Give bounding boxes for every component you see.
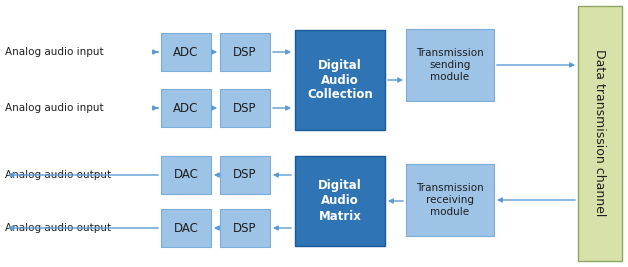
- Bar: [406, 164, 494, 236]
- Bar: [220, 156, 270, 194]
- Text: Transmission
receiving
module: Transmission receiving module: [416, 183, 484, 217]
- Text: Digital
Audio
Collection: Digital Audio Collection: [307, 58, 373, 101]
- Bar: [161, 156, 211, 194]
- Bar: [220, 89, 270, 127]
- Text: Analog audio input: Analog audio input: [5, 47, 104, 57]
- Text: DSP: DSP: [233, 168, 257, 182]
- Bar: [406, 29, 494, 101]
- Text: DAC: DAC: [173, 168, 198, 182]
- Text: Analog audio output: Analog audio output: [5, 170, 111, 180]
- Text: DSP: DSP: [233, 101, 257, 115]
- Bar: [295, 156, 385, 246]
- Text: Analog audio input: Analog audio input: [5, 103, 104, 113]
- Text: ADC: ADC: [173, 45, 198, 58]
- Bar: [578, 6, 622, 261]
- Text: ADC: ADC: [173, 101, 198, 115]
- Text: Data transmission channel: Data transmission channel: [593, 49, 607, 217]
- Text: DSP: DSP: [233, 45, 257, 58]
- Text: Analog audio output: Analog audio output: [5, 223, 111, 233]
- Bar: [295, 30, 385, 130]
- Text: Digital
Audio
Matrix: Digital Audio Matrix: [318, 179, 362, 222]
- Bar: [220, 209, 270, 247]
- Bar: [161, 33, 211, 71]
- Bar: [161, 209, 211, 247]
- Text: DAC: DAC: [173, 222, 198, 234]
- Text: Transmission
sending
module: Transmission sending module: [416, 48, 484, 82]
- Text: DSP: DSP: [233, 222, 257, 234]
- Bar: [161, 89, 211, 127]
- Bar: [220, 33, 270, 71]
